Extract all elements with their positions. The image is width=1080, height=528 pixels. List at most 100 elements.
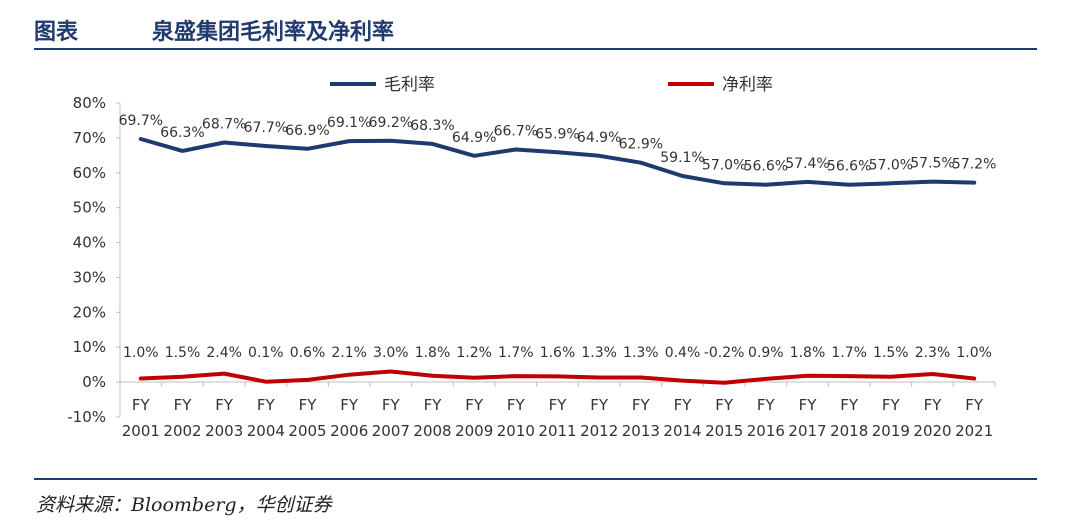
- data-label-gross: 69.1%: [327, 115, 371, 131]
- x-tick-label-line1: FY: [132, 396, 151, 414]
- x-tick-label-line1: FY: [674, 396, 693, 414]
- y-tick-label: 40%: [73, 234, 106, 252]
- y-tick-label: -10%: [67, 408, 106, 426]
- data-label-net: 1.8%: [415, 345, 451, 361]
- data-label-gross: 57.2%: [952, 157, 996, 173]
- data-label-net: 1.7%: [831, 345, 867, 361]
- data-label-gross: 56.6%: [744, 159, 788, 175]
- x-tick-label-line2: 2019: [872, 422, 910, 440]
- data-label-gross: 57.0%: [869, 157, 913, 173]
- legend-label-gross-margin: 毛利率: [384, 75, 435, 95]
- data-label-net: 1.8%: [790, 345, 826, 361]
- data-label-gross: 62.9%: [619, 137, 663, 153]
- data-label-gross: 65.9%: [535, 126, 579, 142]
- legend-label-net-margin: 净利率: [722, 75, 773, 95]
- y-tick-label: 80%: [73, 94, 106, 112]
- x-tick-label-line2: 2018: [830, 422, 868, 440]
- data-label-gross: 67.7%: [244, 120, 288, 136]
- data-label-net: 0.4%: [665, 345, 701, 361]
- data-label-gross: 57.0%: [702, 157, 746, 173]
- x-tick-label-line1: FY: [382, 396, 401, 414]
- x-tick-label-line2: 2013: [622, 422, 660, 440]
- y-tick-label: 10%: [73, 338, 106, 356]
- x-tick-label-line1: FY: [257, 396, 276, 414]
- data-label-net: 2.3%: [915, 345, 951, 361]
- x-tick-label-line1: FY: [174, 396, 193, 414]
- x-tick-label-line2: 2021: [955, 422, 993, 440]
- y-tick-label: 20%: [73, 303, 106, 321]
- x-tick-label-line2: 2011: [538, 422, 576, 440]
- data-label-gross: 57.5%: [910, 156, 954, 172]
- x-tick-label-line2: 2016: [747, 422, 785, 440]
- x-tick-label-line1: FY: [465, 396, 484, 414]
- x-tick-label-line1: FY: [632, 396, 651, 414]
- x-tick-label-line1: FY: [840, 396, 859, 414]
- data-label-net: -0.2%: [704, 345, 745, 361]
- x-tick-label-line2: 2020: [913, 422, 951, 440]
- x-tick-label-line2: 2009: [455, 422, 493, 440]
- y-tick-label: 0%: [82, 373, 106, 391]
- x-tick-label-line1: FY: [799, 396, 818, 414]
- x-tick-label-line2: 2008: [413, 422, 451, 440]
- data-label-net: 1.0%: [123, 345, 159, 361]
- series-line-net-margin: [138, 369, 977, 385]
- x-tick-label-line1: FY: [590, 396, 609, 414]
- figure-header: 图表 泉盛集团毛利率及净利率: [0, 0, 1080, 50]
- data-label-gross: 68.3%: [410, 118, 454, 134]
- x-tick-label-line2: 2005: [288, 422, 326, 440]
- data-label-gross: 59.1%: [660, 150, 704, 166]
- figure-title: 泉盛集团毛利率及净利率: [152, 20, 395, 45]
- x-tick-label-line1: FY: [715, 396, 734, 414]
- data-label-net: 1.5%: [873, 345, 909, 361]
- x-tick-label-line2: 2004: [247, 422, 285, 440]
- data-label-gross: 64.9%: [577, 130, 621, 146]
- x-tick-label-line2: 2001: [122, 422, 160, 440]
- x-tick-label-line2: 2012: [580, 422, 618, 440]
- data-label-gross: 66.3%: [160, 125, 204, 141]
- footer-rule: [34, 478, 1037, 480]
- x-tick-label-line1: FY: [924, 396, 943, 414]
- data-label-net: 2.4%: [206, 345, 242, 361]
- data-label-gross: 68.7%: [202, 117, 246, 133]
- data-label-gross: 64.9%: [452, 130, 496, 146]
- data-label-gross: 66.9%: [285, 123, 329, 139]
- x-tick-label-line2: 2010: [497, 422, 535, 440]
- data-label-net: 3.0%: [373, 345, 409, 361]
- source-note: 资料来源：Bloomberg，华创证券: [36, 494, 332, 516]
- x-tick-label-line1: FY: [215, 396, 234, 414]
- data-label-net: 1.5%: [165, 345, 201, 361]
- x-tick-label-line1: FY: [299, 396, 318, 414]
- figure-label: 图表: [34, 20, 79, 45]
- data-label-net: 1.2%: [456, 345, 492, 361]
- x-tick-label-line1: FY: [507, 396, 526, 414]
- y-tick-label: 70%: [73, 129, 106, 147]
- data-label-net: 0.6%: [290, 345, 326, 361]
- x-tick-label-line1: FY: [340, 396, 359, 414]
- x-tick-label-line1: FY: [549, 396, 568, 414]
- data-label-net: 0.9%: [748, 345, 784, 361]
- data-label-net: 1.3%: [581, 345, 617, 361]
- data-label-gross: 69.7%: [119, 113, 163, 129]
- margin-line-chart: 80% 70% 60% 50% 40% 30% 20% 10% 0% -10% FY 2001 FY 20…: [67, 75, 996, 440]
- data-label-net: 1.3%: [623, 345, 659, 361]
- data-label-gross: 66.7%: [494, 124, 538, 140]
- data-label-net: 1.7%: [498, 345, 534, 361]
- y-tick-label: 60%: [73, 164, 106, 182]
- data-label-gross: 69.2%: [369, 115, 413, 131]
- x-tick-label-line2: 2007: [372, 422, 410, 440]
- x-tick-label-line1: FY: [424, 396, 443, 414]
- x-tick-label-line1: FY: [882, 396, 901, 414]
- x-tick-label-line2: 2002: [163, 422, 201, 440]
- x-tick-label-line1: FY: [757, 396, 776, 414]
- x-tick-label-line1: FY: [965, 396, 984, 414]
- series-line-gross-margin: [138, 137, 977, 187]
- data-label-net: 2.1%: [331, 345, 367, 361]
- data-label-gross: 56.6%: [827, 159, 871, 175]
- x-tick-label-line2: 2003: [205, 422, 243, 440]
- data-label-gross: 57.4%: [785, 156, 829, 172]
- x-tick-label-line2: 2006: [330, 422, 368, 440]
- x-tick-label-line2: 2017: [788, 422, 826, 440]
- y-tick-label: 50%: [73, 199, 106, 217]
- header-rule: [34, 48, 1037, 50]
- y-tick-label: 30%: [73, 268, 106, 286]
